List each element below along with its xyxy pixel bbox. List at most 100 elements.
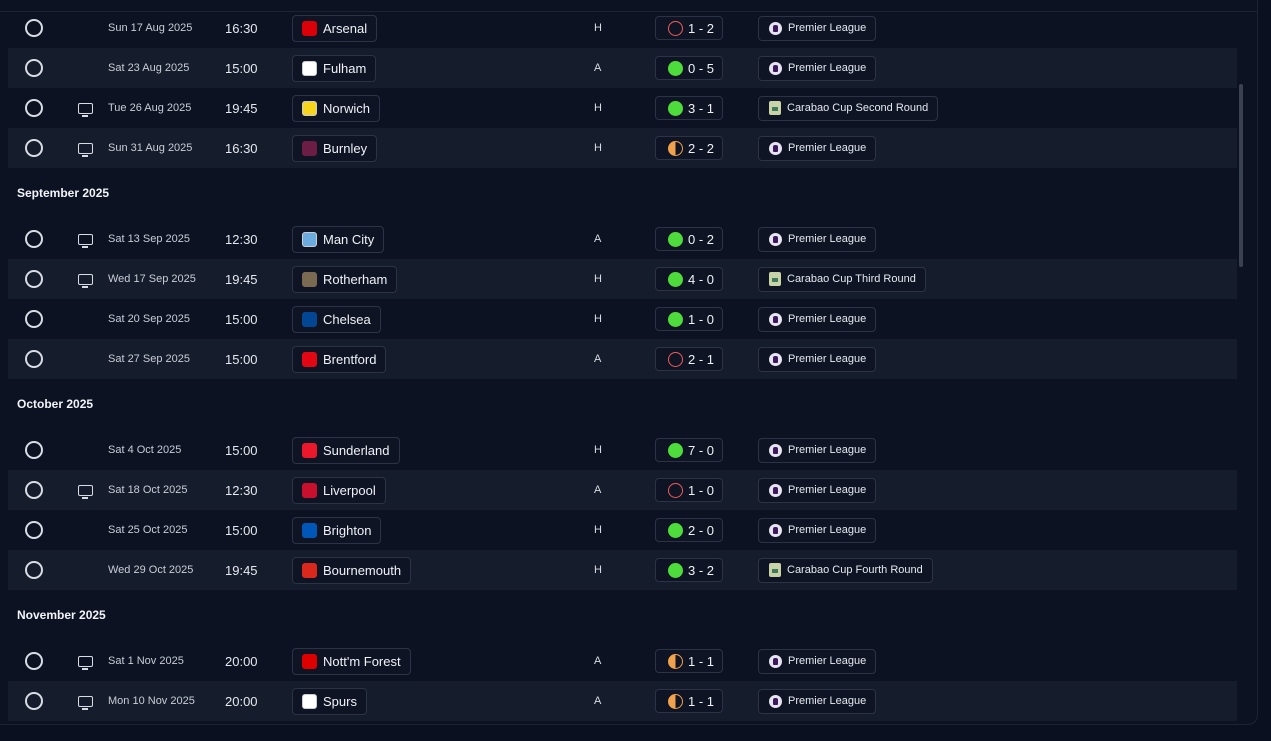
result-cell: 1 - 1 — [655, 681, 724, 721]
fixture-row[interactable]: Sun 31 Aug 2025 16:30 Burnley H 2 - 2 Premier… — [8, 128, 1237, 168]
opponent-pill[interactable]: Spurs — [292, 687, 367, 715]
venue: A — [594, 484, 602, 496]
result-pill[interactable]: 1 - 0 — [655, 478, 724, 502]
result-pill[interactable]: 0 - 5 — [655, 56, 724, 80]
select-cell — [25, 641, 43, 681]
carabao-cup-icon — [769, 272, 781, 286]
opponent-pill[interactable]: Bournemouth — [292, 556, 412, 584]
select-radio[interactable] — [25, 350, 43, 368]
result-cell: 1 - 2 — [655, 8, 724, 48]
fixture-row[interactable]: Wed 29 Oct 2025 19:45 Bournemouth H 3 - 2 Car… — [8, 550, 1237, 590]
select-radio[interactable] — [25, 481, 43, 499]
fixture-row[interactable]: Sat 25 Oct 2025 15:00 Brighton H 2 - 0 Premie… — [8, 510, 1237, 550]
match-date: Sat 27 Sep 2025 — [108, 353, 190, 365]
opponent-pill[interactable]: Burnley — [292, 134, 378, 162]
competition-pill[interactable]: Premier League — [758, 648, 877, 674]
select-radio[interactable] — [25, 230, 43, 248]
kickoff-time: 15:00 — [225, 311, 258, 327]
match-date: Sat 20 Sep 2025 — [108, 313, 190, 325]
competition-pill[interactable]: Premier League — [758, 306, 877, 332]
opponent-pill[interactable]: Sunderland — [292, 436, 400, 464]
fixture-row[interactable]: Sat 23 Aug 2025 15:00 Fulham A 0 - 5 Premier … — [8, 48, 1237, 88]
opponent-pill[interactable]: Norwich — [292, 94, 380, 122]
opponent-name: Norwich — [323, 100, 370, 116]
result-pill[interactable]: 0 - 2 — [655, 227, 724, 251]
select-cell — [25, 259, 43, 299]
venue: H — [594, 313, 602, 325]
fixture-row[interactable]: Tue 26 Aug 2025 19:45 Norwich H 3 - 1 Carabao… — [8, 88, 1237, 128]
competition-pill[interactable]: Premier League — [758, 477, 877, 503]
competition-name: Carabao Cup Fourth Round — [787, 564, 923, 576]
opponent-pill[interactable]: Liverpool — [292, 476, 386, 504]
tv-broadcast-icon — [78, 695, 93, 710]
venue: A — [594, 353, 602, 365]
fixture-row[interactable]: Sun 17 Aug 2025 16:30 Arsenal H 1 - 2 Premier… — [8, 8, 1237, 48]
select-radio[interactable] — [25, 19, 43, 37]
result-pill[interactable]: 2 - 1 — [655, 347, 724, 371]
result-pill[interactable]: 1 - 0 — [655, 307, 724, 331]
competition-pill[interactable]: Premier League — [758, 688, 877, 714]
tv-cell — [78, 219, 93, 259]
opponent-pill[interactable]: Fulham — [292, 54, 377, 82]
fixture-row[interactable]: Wed 17 Sep 2025 19:45 Rotherham H 4 - 0 Carab… — [8, 259, 1237, 299]
select-radio[interactable] — [25, 99, 43, 117]
scrollbar-thumb[interactable] — [1239, 84, 1243, 267]
venue: A — [594, 233, 602, 245]
select-radio[interactable] — [25, 139, 43, 157]
competition-pill[interactable]: Carabao Cup Fourth Round — [758, 557, 933, 583]
competition-pill[interactable]: Premier League — [758, 135, 877, 161]
premier-league-icon — [769, 232, 782, 246]
select-radio[interactable] — [25, 441, 43, 459]
fixture-row[interactable]: Mon 10 Nov 2025 20:00 Spurs A 1 - 1 Premier L… — [8, 681, 1237, 721]
fixture-row[interactable]: Sat 13 Sep 2025 12:30 Man City A 0 - 2 Premie… — [8, 219, 1237, 259]
result-pill[interactable]: 2 - 2 — [655, 136, 724, 160]
opponent-pill[interactable]: Chelsea — [292, 305, 381, 333]
opponent-pill[interactable]: Brighton — [292, 516, 382, 544]
select-radio[interactable] — [25, 59, 43, 77]
top-divider — [0, 11, 1257, 12]
result-pill[interactable]: 1 - 2 — [655, 16, 724, 40]
opponent-name: Rotherham — [323, 271, 388, 287]
month-title: November 2025 — [17, 608, 106, 622]
opponent-pill[interactable]: Arsenal — [292, 14, 378, 42]
competition-pill[interactable]: Premier League — [758, 437, 877, 463]
result-pill[interactable]: 1 - 1 — [655, 689, 724, 713]
fixture-row[interactable]: Sat 1 Nov 2025 20:00 Nott'm Forest A 1 - 1 Pr… — [8, 641, 1237, 681]
select-radio[interactable] — [25, 692, 43, 710]
kickoff-time: 20:00 — [225, 693, 258, 709]
fixture-row[interactable]: Sat 20 Sep 2025 15:00 Chelsea H 1 - 0 Premier… — [8, 299, 1237, 339]
opponent-pill[interactable]: Man City — [292, 225, 385, 253]
select-radio[interactable] — [25, 561, 43, 579]
result-pill[interactable]: 2 - 0 — [655, 518, 724, 542]
result-pill[interactable]: 7 - 0 — [655, 438, 724, 462]
select-radio[interactable] — [25, 652, 43, 670]
opponent-pill[interactable]: Rotherham — [292, 265, 398, 293]
competition-name: Premier League — [788, 695, 867, 707]
fixture-row[interactable]: Sat 18 Oct 2025 12:30 Liverpool A 1 - 0 Premi… — [8, 470, 1237, 510]
result-pill[interactable]: 3 - 1 — [655, 96, 724, 120]
opponent-pill[interactable]: Nott'm Forest — [292, 647, 411, 675]
venue: H — [594, 142, 602, 154]
opponent-pill[interactable]: Brentford — [292, 345, 387, 373]
month-header: November 2025 — [8, 590, 1237, 641]
select-radio[interactable] — [25, 521, 43, 539]
competition-pill[interactable]: Premier League — [758, 517, 877, 543]
result-pill[interactable]: 3 - 2 — [655, 558, 724, 582]
competition-pill[interactable]: Premier League — [758, 346, 877, 372]
select-radio[interactable] — [25, 270, 43, 288]
select-radio[interactable] — [25, 310, 43, 328]
match-date: Sat 23 Aug 2025 — [108, 62, 190, 74]
club-crest-icon — [302, 60, 317, 76]
result-pill[interactable]: 4 - 0 — [655, 267, 724, 291]
competition-pill[interactable]: Premier League — [758, 15, 877, 41]
competition-pill[interactable]: Carabao Cup Second Round — [758, 95, 939, 121]
fixture-row[interactable]: Sat 27 Sep 2025 15:00 Brentford A 2 - 1 Premi… — [8, 339, 1237, 379]
fixture-row[interactable]: Sat 4 Oct 2025 15:00 Sunderland H 7 - 0 Premi… — [8, 430, 1237, 470]
competition-pill[interactable]: Premier League — [758, 55, 877, 81]
competition-pill[interactable]: Carabao Cup Third Round — [758, 266, 926, 292]
venue: H — [594, 102, 602, 114]
competition-name: Premier League — [788, 484, 867, 496]
competition-pill[interactable]: Premier League — [758, 226, 877, 252]
result-pill[interactable]: 1 - 1 — [655, 649, 724, 673]
opponent-cell: Brentford — [292, 339, 387, 379]
